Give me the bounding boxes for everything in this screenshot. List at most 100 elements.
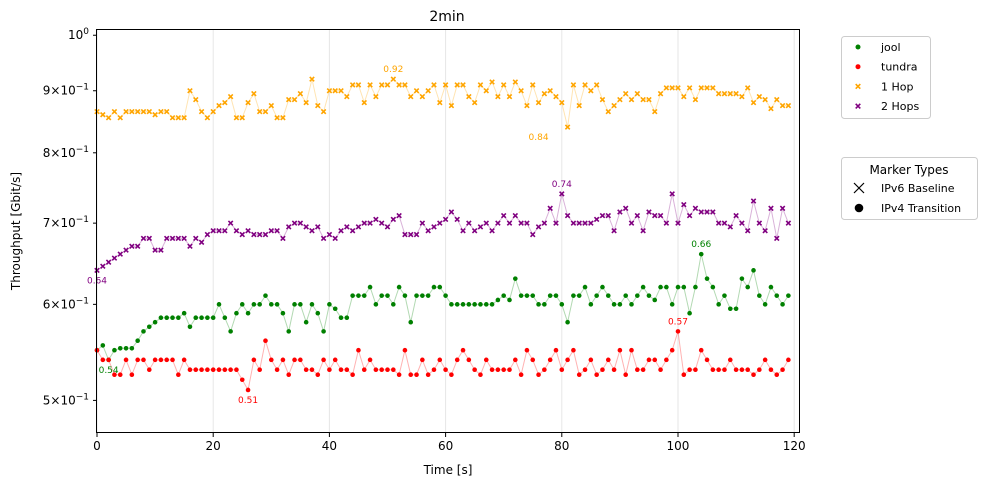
point-2-hops bbox=[622, 205, 629, 212]
point-2-hops bbox=[640, 227, 646, 234]
point-jool bbox=[542, 302, 547, 307]
point-2-hops bbox=[239, 231, 246, 238]
point-2-hops bbox=[547, 205, 553, 212]
point-tundra bbox=[623, 372, 629, 377]
point-tundra bbox=[698, 347, 704, 353]
point-1-hop bbox=[715, 90, 722, 97]
point-1-hop bbox=[686, 85, 693, 91]
point-2-hops bbox=[663, 220, 670, 226]
legend-marker bbox=[855, 64, 861, 70]
point-jool bbox=[199, 315, 204, 320]
marker-legend-x bbox=[853, 182, 865, 194]
point-jool bbox=[402, 293, 408, 298]
point-jool bbox=[361, 293, 367, 298]
point-1-hop bbox=[611, 102, 617, 109]
point-tundra bbox=[513, 357, 518, 363]
point-2-hops bbox=[460, 227, 466, 234]
point-2-hops bbox=[471, 227, 478, 234]
point-tundra bbox=[350, 372, 355, 377]
point-tundra bbox=[158, 357, 164, 363]
point-1-hop bbox=[698, 85, 704, 91]
point-1-hop bbox=[239, 115, 246, 121]
marker-legend-label: IPv4 Transition bbox=[881, 202, 961, 215]
point-2-hops bbox=[303, 224, 309, 230]
point-jool bbox=[460, 302, 466, 307]
point-2-hops bbox=[779, 205, 786, 212]
point-1-hop bbox=[495, 93, 501, 100]
point-1-hop bbox=[535, 99, 542, 106]
point-tundra bbox=[164, 357, 170, 363]
point-1-hop bbox=[169, 115, 176, 121]
point-1-hop bbox=[309, 76, 315, 82]
point-1-hop bbox=[599, 96, 606, 103]
point-2-hops bbox=[489, 227, 495, 234]
point-jool bbox=[495, 297, 501, 303]
point-1-hop bbox=[785, 102, 792, 109]
point-tundra bbox=[617, 347, 623, 353]
point-2-hops bbox=[158, 247, 164, 253]
point-2-hops bbox=[710, 209, 716, 215]
series-lines bbox=[96, 78, 789, 392]
point-tundra bbox=[170, 357, 175, 363]
point-1-hop bbox=[768, 105, 774, 112]
point-tundra bbox=[530, 357, 536, 363]
point-tundra bbox=[687, 367, 692, 373]
point-tundra bbox=[263, 338, 268, 343]
point-jool bbox=[356, 293, 361, 298]
point-1-hop bbox=[710, 85, 716, 91]
point-2-hops bbox=[506, 220, 513, 226]
annotation-label: 0.57 bbox=[668, 317, 688, 327]
point-tundra bbox=[222, 367, 228, 373]
point-1-hop bbox=[454, 82, 460, 88]
point-jool bbox=[420, 293, 425, 298]
point-2-hops bbox=[704, 209, 710, 215]
point-tundra bbox=[210, 367, 216, 373]
point-jool bbox=[565, 319, 570, 325]
point-2-hops bbox=[355, 224, 362, 230]
point-1-hop bbox=[262, 108, 269, 115]
point-1-hop bbox=[500, 82, 507, 88]
point-2-hops bbox=[744, 227, 751, 234]
point-2-hops bbox=[367, 220, 373, 226]
point-jool bbox=[576, 293, 582, 298]
point-jool bbox=[257, 302, 262, 307]
point-2-hops bbox=[454, 216, 460, 223]
point-jool bbox=[164, 315, 170, 320]
point-1-hop bbox=[280, 115, 286, 121]
point-tundra bbox=[187, 367, 193, 373]
point-2-hops bbox=[233, 227, 240, 234]
point-2-hops bbox=[378, 220, 385, 226]
point-2-hops bbox=[437, 220, 443, 226]
point-jool bbox=[321, 329, 326, 334]
point-2-hops bbox=[564, 212, 571, 219]
point-2-hops bbox=[419, 220, 426, 226]
point-2-hops bbox=[175, 235, 182, 242]
point-2-hops bbox=[681, 201, 687, 208]
point-jool bbox=[385, 293, 390, 298]
point-jool bbox=[274, 302, 280, 307]
marker-legend: Marker Types IPv6 Baseline IPv4 Transitio… bbox=[841, 157, 978, 220]
point-tundra bbox=[367, 357, 373, 363]
point-2-hops bbox=[198, 239, 205, 246]
point-1-hop bbox=[390, 76, 397, 82]
point-2-hops bbox=[245, 227, 251, 234]
point-2-hops bbox=[193, 235, 199, 242]
point-tundra bbox=[146, 367, 152, 373]
point-tundra bbox=[408, 372, 414, 377]
point-tundra bbox=[373, 367, 379, 373]
annotation-label: 0.51 bbox=[238, 396, 258, 406]
point-1-hop bbox=[559, 99, 565, 106]
point-2-hops bbox=[344, 224, 350, 230]
point-tundra bbox=[280, 357, 286, 363]
point-jool bbox=[332, 306, 338, 312]
point-jool bbox=[501, 293, 506, 298]
series-legend-box bbox=[841, 36, 931, 119]
point-jool bbox=[251, 302, 257, 307]
point-tundra bbox=[332, 357, 338, 363]
point-tundra bbox=[257, 367, 262, 373]
point-2-hops bbox=[599, 212, 606, 219]
point-jool bbox=[716, 302, 721, 307]
point-tundra bbox=[437, 357, 443, 363]
x-tick-label: 120 bbox=[783, 439, 806, 453]
point-2-hops bbox=[163, 235, 170, 242]
